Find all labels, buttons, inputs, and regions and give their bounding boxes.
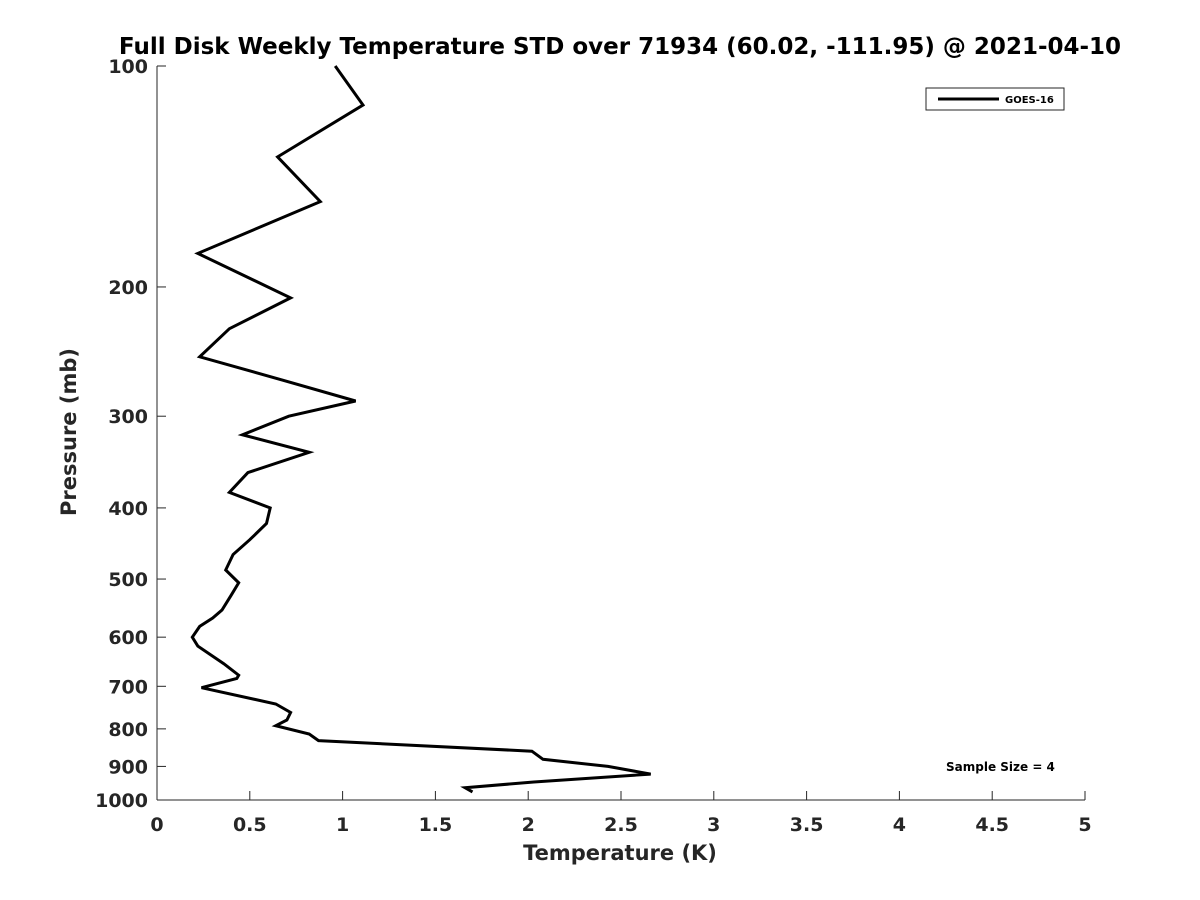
chart-title: Full Disk Weekly Temperature STD over 71… (119, 34, 1121, 60)
x-tick-label: 3 (707, 814, 720, 836)
x-tick-label: 4 (893, 814, 906, 836)
x-axis-label: Temperature (K) (523, 841, 717, 865)
y-tick-label: 200 (108, 277, 148, 299)
x-tick-label: 0.5 (233, 814, 267, 836)
y-tick-label: 900 (108, 756, 148, 778)
x-tick-label: 3.5 (790, 814, 824, 836)
y-tick-label: 700 (108, 676, 148, 698)
y-axis: 100 200 300 400 500 600 700 800 900 1000 (95, 56, 166, 812)
x-axis: 0 0.5 1 1.5 2 2.5 3 3.5 4 4.5 5 (150, 791, 1092, 836)
x-tick-label: 1.5 (419, 814, 453, 836)
x-tick-label: 5 (1078, 814, 1091, 836)
x-tick-label: 2 (522, 814, 535, 836)
series-layer (190, 65, 651, 794)
x-tick-label: 4.5 (975, 814, 1009, 836)
legend: GOES-16 (925, 87, 1065, 111)
sample-size-annotation: Sample Size = 4 (946, 760, 1055, 774)
series-line-goes-16 (190, 65, 651, 794)
y-tick-label: 600 (108, 627, 148, 649)
x-tick-label: 2.5 (604, 814, 638, 836)
y-tick-label: 500 (108, 569, 148, 591)
y-axis-label: Pressure (mb) (57, 348, 81, 516)
legend-label-goes-16: GOES-16 (1005, 95, 1054, 106)
x-tick-label: 1 (336, 814, 349, 836)
y-tick-label: 1000 (95, 790, 148, 812)
x-tick-label: 0 (150, 814, 163, 836)
y-tick-label: 800 (108, 719, 148, 741)
y-tick-label: 100 (108, 56, 148, 78)
y-tick-label: 300 (108, 406, 148, 428)
y-tick-label: 400 (108, 498, 148, 520)
